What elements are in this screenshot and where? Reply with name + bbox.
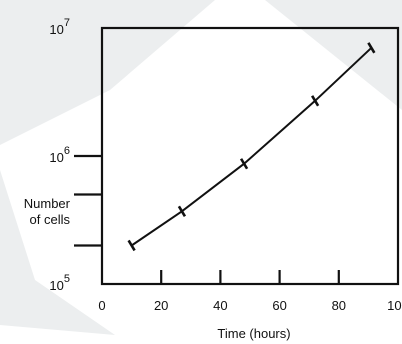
plot-frame bbox=[100, 26, 400, 286]
y-tick-label-0: 105 bbox=[49, 273, 70, 293]
data-point-4 bbox=[367, 42, 376, 54]
x-tick-label-0: 0 bbox=[98, 298, 105, 313]
y-tick-label-exponent: 6 bbox=[64, 145, 70, 157]
y-tick-label-exponent: 7 bbox=[64, 17, 70, 29]
y-axis-label-line-2: of cells bbox=[30, 212, 71, 227]
data-point-3 bbox=[311, 95, 320, 107]
data-point-1 bbox=[177, 205, 187, 217]
background-shape-top-left bbox=[0, 0, 215, 145]
data-point-0 bbox=[127, 239, 136, 252]
y-tick-label-1: 106 bbox=[49, 145, 70, 165]
series-line-0 bbox=[131, 47, 373, 247]
y-tick-label-exponent: 5 bbox=[64, 273, 70, 285]
x-tick-label-5: 100 bbox=[387, 298, 402, 313]
x-tick-label-2: 40 bbox=[213, 298, 227, 313]
y-tick-label-base: 10 bbox=[49, 150, 63, 165]
x-axis-ticks bbox=[160, 270, 340, 284]
x-axis-label: Time (hours) bbox=[217, 326, 290, 341]
data-point-2 bbox=[239, 158, 249, 170]
y-axis-label-line-1: Number bbox=[24, 196, 71, 211]
background-shape-bottom-left bbox=[0, 170, 115, 335]
data-series bbox=[127, 42, 376, 252]
y-tick-label-base: 10 bbox=[49, 278, 63, 293]
x-tick-label-1: 20 bbox=[154, 298, 168, 313]
x-tick-label-3: 60 bbox=[272, 298, 286, 313]
y-tick-label-2: 107 bbox=[49, 17, 70, 37]
x-axis-tick-labels: 0 20 40 60 80 100 bbox=[98, 298, 402, 313]
y-tick-label-base: 10 bbox=[49, 22, 63, 37]
y-axis-ticks bbox=[74, 154, 103, 247]
x-tick-label-4: 80 bbox=[332, 298, 346, 313]
